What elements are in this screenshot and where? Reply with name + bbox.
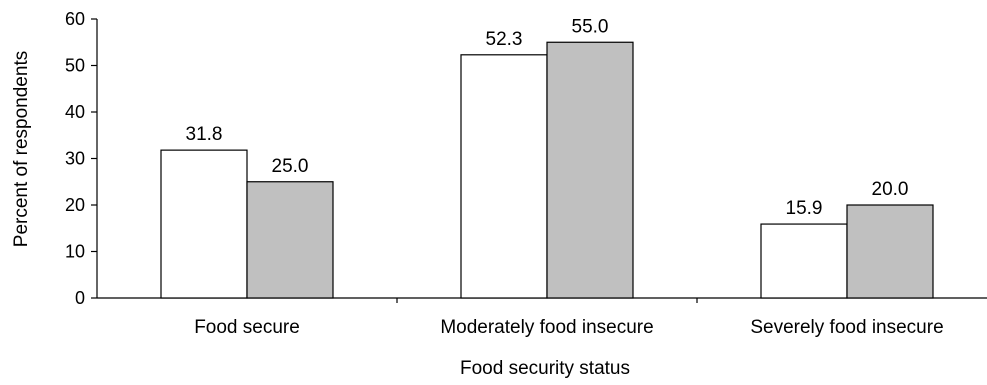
y-tick-label: 50	[65, 56, 85, 76]
y-tick-label: 10	[65, 242, 85, 262]
bar-series-2-severely-food-insecure	[846, 204, 934, 299]
y-axis: 0 10 20 30 40 50 60	[65, 9, 98, 308]
bar-series-2-food-secure	[246, 181, 334, 299]
data-label: 15.9	[786, 198, 823, 219]
bar-series-2-moderately-food-insecure	[546, 41, 634, 299]
y-tick-label: 60	[65, 9, 85, 29]
bars	[160, 41, 934, 299]
y-tick-label: 0	[75, 288, 85, 308]
data-label: 25.0	[272, 156, 309, 177]
data-label: 31.8	[186, 124, 223, 145]
y-axis-title: Percent of respondents	[11, 51, 32, 247]
data-labels: 31.8 25.0 52.3 55.0 15.9 20.0	[186, 16, 909, 219]
bar-series-1-moderately-food-insecure	[460, 54, 548, 299]
data-label: 52.3	[486, 29, 523, 50]
bar-series-1-severely-food-insecure	[760, 223, 848, 299]
x-category-label: Moderately food insecure	[440, 317, 653, 338]
x-category-label: Food secure	[194, 317, 300, 338]
x-category-label: Severely food insecure	[750, 317, 943, 338]
y-tick-label: 30	[65, 149, 85, 169]
x-axis: Food secure Moderately food insecure Sever…	[97, 297, 987, 338]
x-axis-title: Food security status	[460, 358, 630, 379]
data-label: 55.0	[572, 16, 609, 37]
bar-series-1-food-secure	[160, 149, 248, 299]
data-label: 20.0	[872, 179, 909, 200]
y-tick-label: 40	[65, 102, 85, 122]
y-tick-label: 20	[65, 195, 85, 215]
